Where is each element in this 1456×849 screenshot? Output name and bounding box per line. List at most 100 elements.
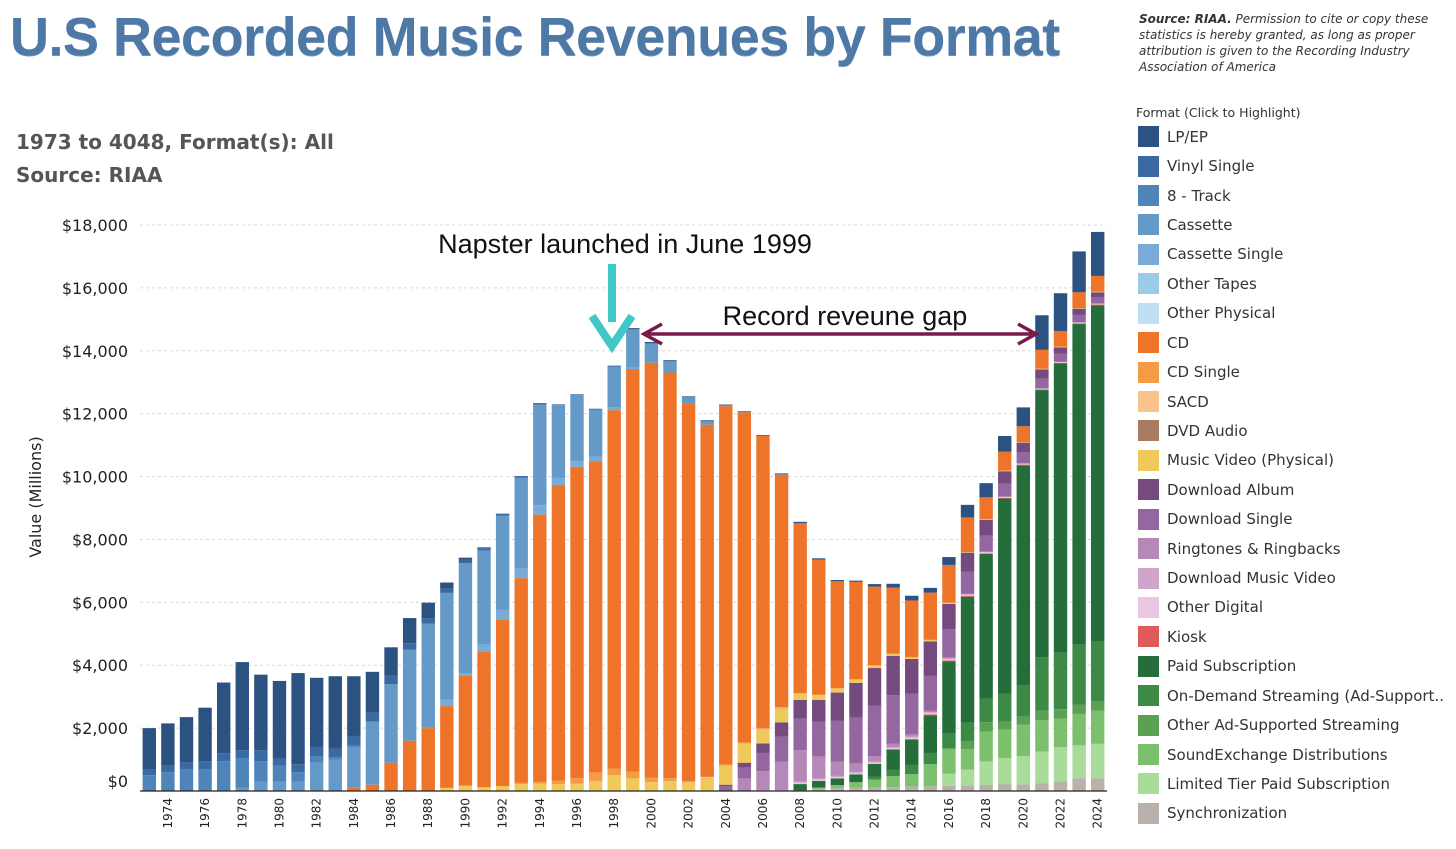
bar-segment-cassette[interactable] <box>495 515 510 610</box>
bar-segment-music-video-physical[interactable] <box>1035 368 1049 370</box>
bar-segment-cd[interactable] <box>998 451 1012 471</box>
bar-segment-sacd[interactable] <box>719 764 733 766</box>
bar-segment-download-album[interactable] <box>1035 369 1049 379</box>
bar-segment-other-digital[interactable] <box>1035 388 1049 390</box>
bar-segment-cassette-single[interactable] <box>440 699 454 707</box>
bar-segment-ringtones-ringbacks[interactable] <box>812 756 826 779</box>
legend-item-soundexchange-distributions[interactable]: SoundExchange Distributions <box>1136 740 1452 769</box>
bar-stack-1976[interactable] <box>198 707 212 791</box>
bar-segment-music-video-physical[interactable] <box>607 775 621 791</box>
bar-segment-ringtones-ringbacks[interactable] <box>867 756 882 762</box>
bar-stack-1979[interactable] <box>254 674 268 791</box>
bar-segment-soundexchange-distributions[interactable] <box>849 782 863 788</box>
bar-stack-2006[interactable] <box>756 435 770 791</box>
bar-segment-cd[interactable] <box>793 523 807 694</box>
bar-segment-cd-single[interactable] <box>588 772 603 781</box>
bar-segment-synchronization[interactable] <box>830 788 845 791</box>
bar-segment-cd[interactable] <box>942 564 956 603</box>
bar-stack-2012[interactable] <box>867 584 882 791</box>
bar-segment-other-digital[interactable] <box>1091 303 1105 305</box>
bar-segment-other-ad-supported-streaming[interactable] <box>1072 704 1086 714</box>
bar-segment-synchronization[interactable] <box>867 787 882 791</box>
bar-segment-cassette-single[interactable] <box>477 644 491 653</box>
bar-stack-1994[interactable] <box>533 403 547 791</box>
bar-segment-other-digital[interactable] <box>867 762 882 764</box>
bar-segment-download-single[interactable] <box>942 629 956 658</box>
bar-segment-other-ad-supported-streaming[interactable] <box>998 721 1012 730</box>
bar-segment-8-track[interactable] <box>347 745 361 747</box>
bar-segment-sacd[interactable] <box>737 742 752 744</box>
bar-segment-synchronization[interactable] <box>923 786 938 791</box>
bar-segment-music-video-physical[interactable] <box>998 470 1012 472</box>
bar-segment-lp-ep[interactable] <box>905 595 919 601</box>
bar-stack-1975[interactable] <box>179 717 194 791</box>
bar-stack-1998[interactable] <box>607 365 621 791</box>
bar-stack-2003[interactable] <box>700 420 714 791</box>
bar-segment-download-music-video[interactable] <box>830 775 845 778</box>
bar-segment-download-album[interactable] <box>867 668 882 706</box>
bar-segment-synchronization[interactable] <box>1053 781 1068 791</box>
bar-segment-download-album[interactable] <box>1091 292 1105 298</box>
bar-segment-8-track[interactable] <box>328 757 342 760</box>
bar-stack-2000[interactable] <box>644 341 659 791</box>
bar-segment-8-track[interactable] <box>198 768 212 791</box>
bar-segment-music-video-physical[interactable] <box>979 519 993 520</box>
bar-segment-music-video-physical[interactable] <box>588 780 603 791</box>
bar-segment-lp-ep[interactable] <box>1016 407 1031 427</box>
bar-stack-1996[interactable] <box>570 394 584 791</box>
legend-item-cassette-single[interactable]: Cassette Single <box>1136 240 1452 269</box>
bar-segment-download-music-video[interactable] <box>867 761 882 763</box>
bar-segment-cassette[interactable] <box>347 746 361 788</box>
bar-segment-paid-subscription[interactable] <box>905 739 919 765</box>
bar-segment-lp-ep[interactable] <box>923 587 938 593</box>
bar-segment-lp-ep[interactable] <box>179 717 194 763</box>
bar-segment-limited-tier-paid-subscription[interactable] <box>1016 756 1031 785</box>
bar-stack-2019[interactable] <box>998 435 1012 791</box>
bar-stack-1973[interactable] <box>142 728 156 791</box>
bar-segment-synchronization[interactable] <box>812 788 826 791</box>
bar-stack-2008[interactable] <box>793 521 807 791</box>
bar-segment-cassette[interactable] <box>291 781 305 791</box>
bar-segment-8-track[interactable] <box>309 756 324 763</box>
bar-segment-cd-single[interactable] <box>551 780 566 785</box>
legend-item-download-album[interactable]: Download Album <box>1136 475 1452 504</box>
bar-stack-2016[interactable] <box>942 557 956 791</box>
bar-segment-lp-ep[interactable] <box>849 580 863 582</box>
bar-stack-2018[interactable] <box>979 483 993 791</box>
bar-segment-lp-ep[interactable] <box>960 504 975 518</box>
bar-segment-limited-tier-paid-subscription[interactable] <box>979 761 993 786</box>
bar-segment-other-digital[interactable] <box>1053 362 1068 363</box>
bar-segment-cassette-single[interactable] <box>570 461 584 467</box>
bar-segment-sacd[interactable] <box>700 777 714 779</box>
bar-segment-download-single[interactable] <box>905 693 919 735</box>
bar-segment-download-single[interactable] <box>719 786 733 791</box>
bar-segment-other-ad-supported-streaming[interactable] <box>1016 716 1031 725</box>
bar-segment-cd[interactable] <box>1035 349 1049 369</box>
bar-segment-vinyl-single[interactable] <box>533 403 547 405</box>
bar-segment-other-ad-supported-streaming[interactable] <box>979 722 993 732</box>
bar-segment-ringtones-ringbacks[interactable] <box>737 778 752 791</box>
bar-segment-music-video-physical[interactable] <box>1091 291 1105 293</box>
bar-segment-music-video-physical[interactable] <box>867 665 882 669</box>
bar-stack-1991[interactable] <box>477 547 491 791</box>
bar-segment-cassette-single[interactable] <box>626 367 640 370</box>
bar-stack-2020[interactable] <box>1016 407 1031 791</box>
bar-segment-ringtones-ringbacks[interactable] <box>1091 303 1105 304</box>
bar-segment-download-music-video[interactable] <box>812 778 826 780</box>
bar-segment-paid-subscription[interactable] <box>998 498 1012 694</box>
bar-segment-download-single[interactable] <box>998 483 1012 497</box>
bar-segment-music-video-physical[interactable] <box>1053 346 1068 348</box>
bar-stack-2002[interactable] <box>681 396 696 791</box>
bar-segment-cd-single[interactable] <box>533 781 547 784</box>
bar-segment-download-album[interactable] <box>737 762 752 768</box>
bar-segment-music-video-physical[interactable] <box>737 743 752 763</box>
bar-segment-download-music-video[interactable] <box>923 712 938 714</box>
bar-segment-8-track[interactable] <box>272 765 287 782</box>
legend-item-ringtones-ringbacks[interactable]: Ringtones & Ringbacks <box>1136 534 1452 563</box>
bar-segment-cd[interactable] <box>886 587 900 654</box>
bar-segment-synchronization[interactable] <box>960 785 975 791</box>
bar-segment-lp-ep[interactable] <box>1072 251 1086 293</box>
bar-segment-kiosk[interactable] <box>979 553 993 554</box>
bar-segment-cassette-single[interactable] <box>495 609 510 620</box>
bar-segment-lp-ep[interactable] <box>235 662 249 751</box>
